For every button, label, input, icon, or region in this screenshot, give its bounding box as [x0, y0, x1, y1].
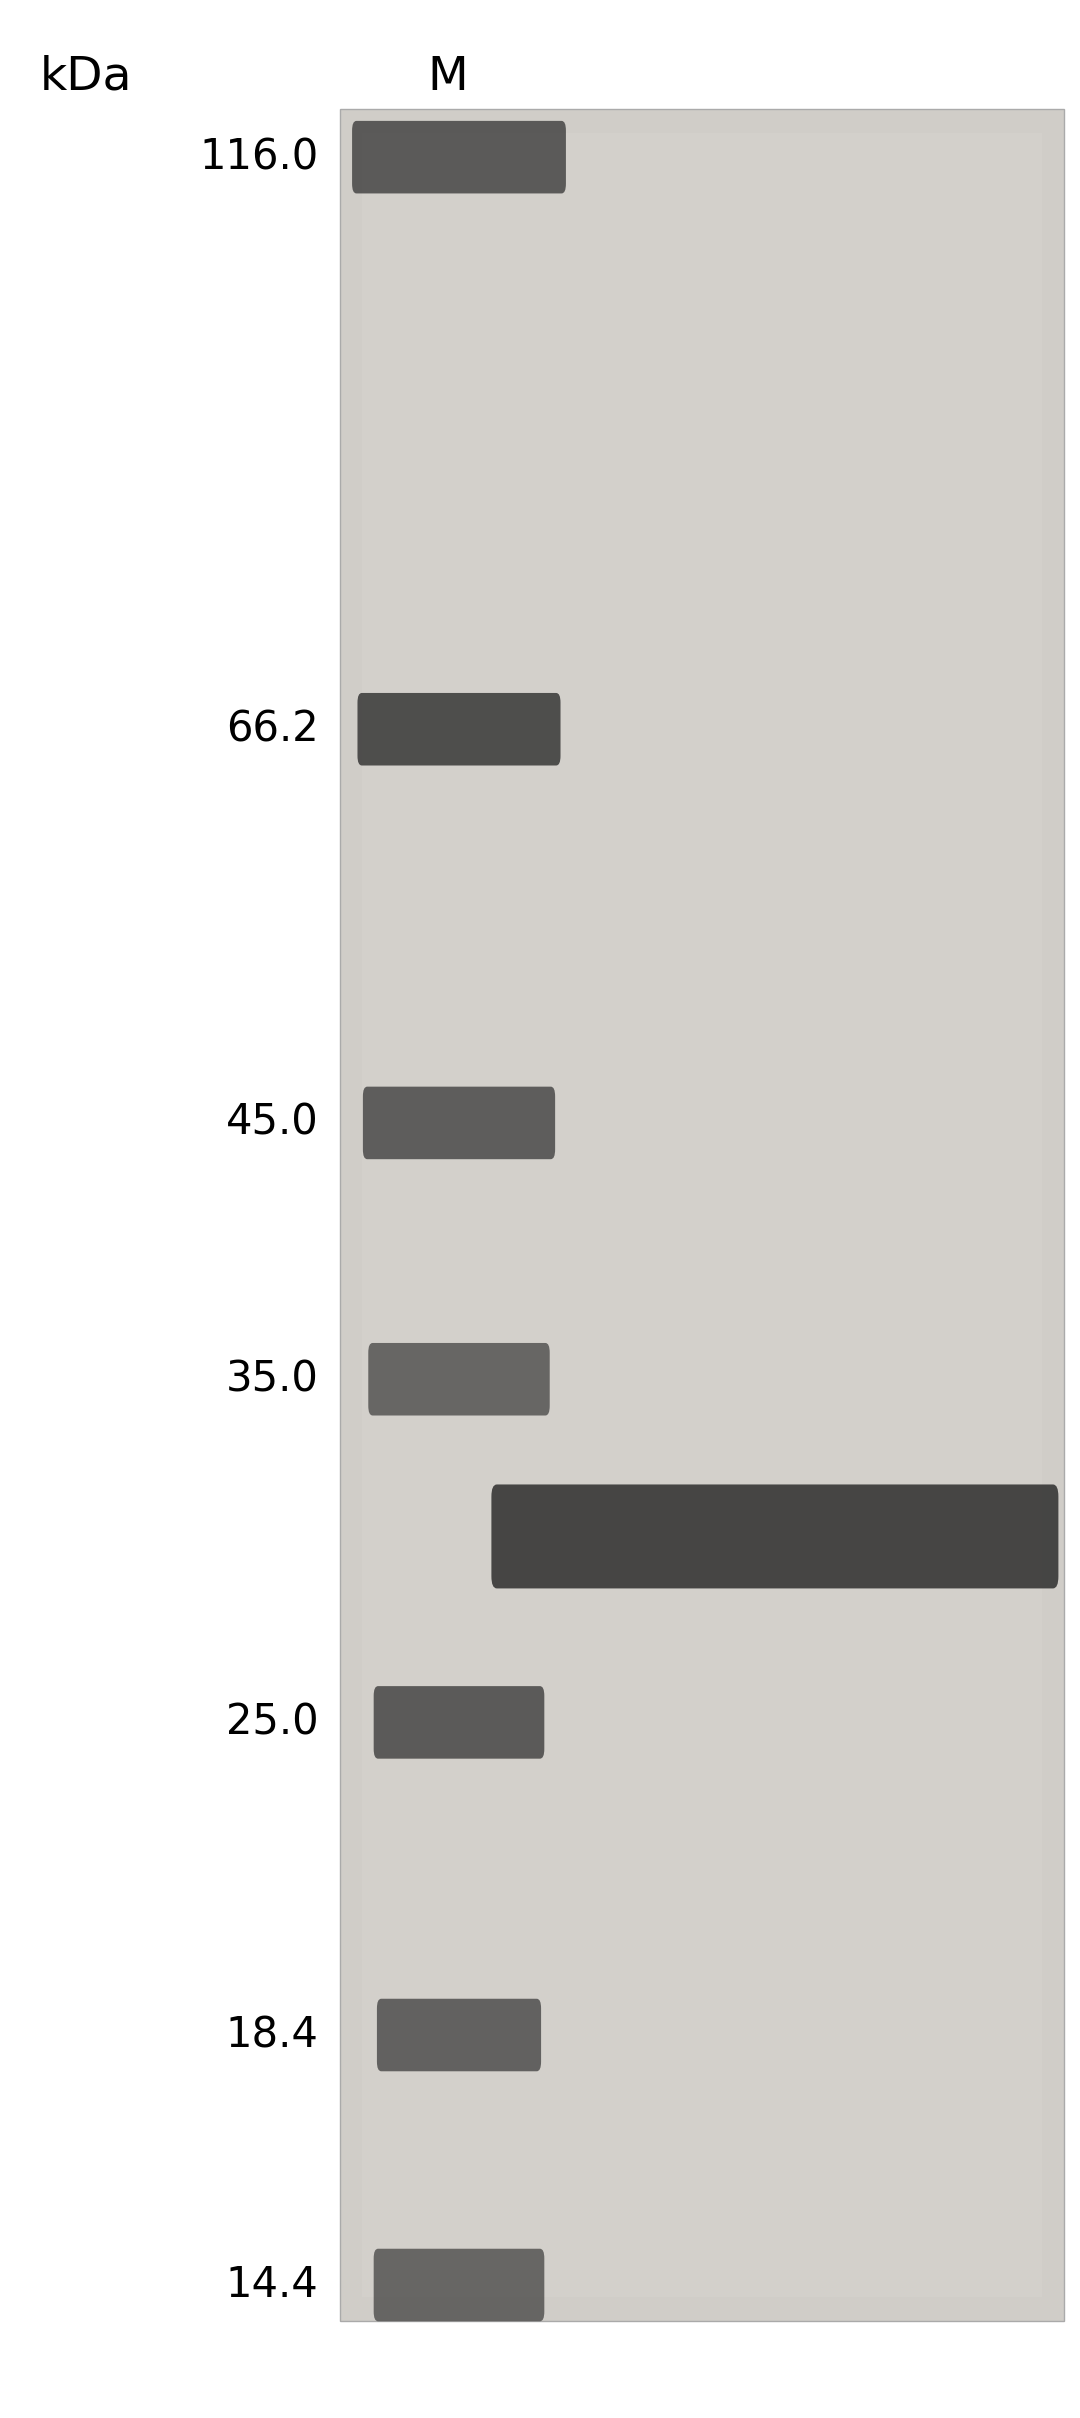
Text: kDa: kDa	[40, 56, 133, 99]
Bar	[340, 109, 1064, 2321]
FancyBboxPatch shape	[377, 2000, 541, 2072]
FancyBboxPatch shape	[374, 2249, 544, 2321]
FancyBboxPatch shape	[368, 1342, 550, 1415]
Text: M: M	[428, 56, 469, 99]
Text: 45.0: 45.0	[226, 1103, 319, 1144]
Text: 66.2: 66.2	[226, 708, 319, 750]
Text: 116.0: 116.0	[200, 135, 319, 179]
Text: 25.0: 25.0	[226, 1702, 319, 1743]
FancyBboxPatch shape	[374, 1685, 544, 1758]
Text: 18.4: 18.4	[226, 2014, 319, 2055]
FancyBboxPatch shape	[363, 1086, 555, 1158]
FancyBboxPatch shape	[491, 1485, 1058, 1589]
Text: 35.0: 35.0	[226, 1359, 319, 1400]
Text: 14.4: 14.4	[226, 2263, 319, 2307]
FancyBboxPatch shape	[352, 121, 566, 193]
Bar	[362, 133, 1042, 2297]
FancyBboxPatch shape	[357, 694, 561, 767]
